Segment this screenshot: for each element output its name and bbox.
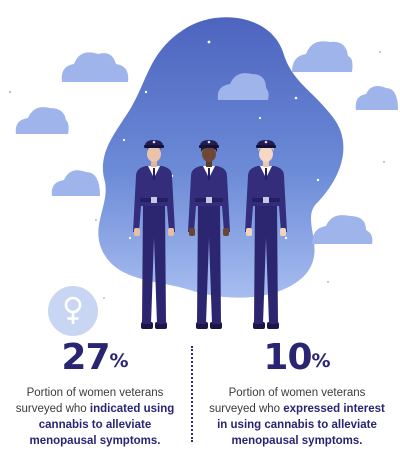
cloud-icon: [61, 52, 129, 82]
stat-block-expressed-interest: 10% Portion of women veterans surveyed w…: [202, 340, 392, 449]
illustration-scene: [8, 17, 398, 329]
stat-value: 27: [61, 337, 110, 378]
stat-description-highlight: expressed interest in using cannabis to …: [217, 403, 385, 447]
stat-block-indicated-use: 27% Portion of women veterans surveyed w…: [0, 340, 190, 449]
cloud-icon: [292, 41, 353, 72]
dotted-divider: [191, 346, 193, 442]
stat-description: Portion of women veterans surveyed who e…: [202, 385, 392, 449]
stat-description-highlight: indicated using cannabis to alleviate me…: [29, 403, 175, 447]
veteran-figure: [133, 140, 175, 329]
stat-description: Portion of women veterans surveyed who i…: [0, 385, 190, 449]
female-symbol-icon: [64, 296, 82, 324]
stat-value: 10: [263, 337, 312, 378]
stat-description-text: Portion of women veterans surveyed who: [209, 387, 366, 415]
cloud-icon: [15, 107, 69, 134]
cloud-icon: [51, 170, 100, 196]
stat-percentage: 10%: [202, 340, 392, 379]
stat-description-text: Portion of women veterans surveyed who: [15, 387, 164, 415]
stat-unit: %: [311, 350, 331, 372]
stat-percentage: 27%: [0, 340, 190, 379]
stat-unit: %: [109, 350, 129, 372]
veterans-illustration: [8, 17, 398, 329]
female-symbol-badge: [48, 286, 98, 336]
cloud-icon: [355, 86, 398, 110]
veteran-figure: [245, 140, 287, 329]
cloud-icon: [312, 215, 373, 244]
cloud-icon: [217, 73, 269, 100]
veteran-figure: [188, 140, 230, 329]
